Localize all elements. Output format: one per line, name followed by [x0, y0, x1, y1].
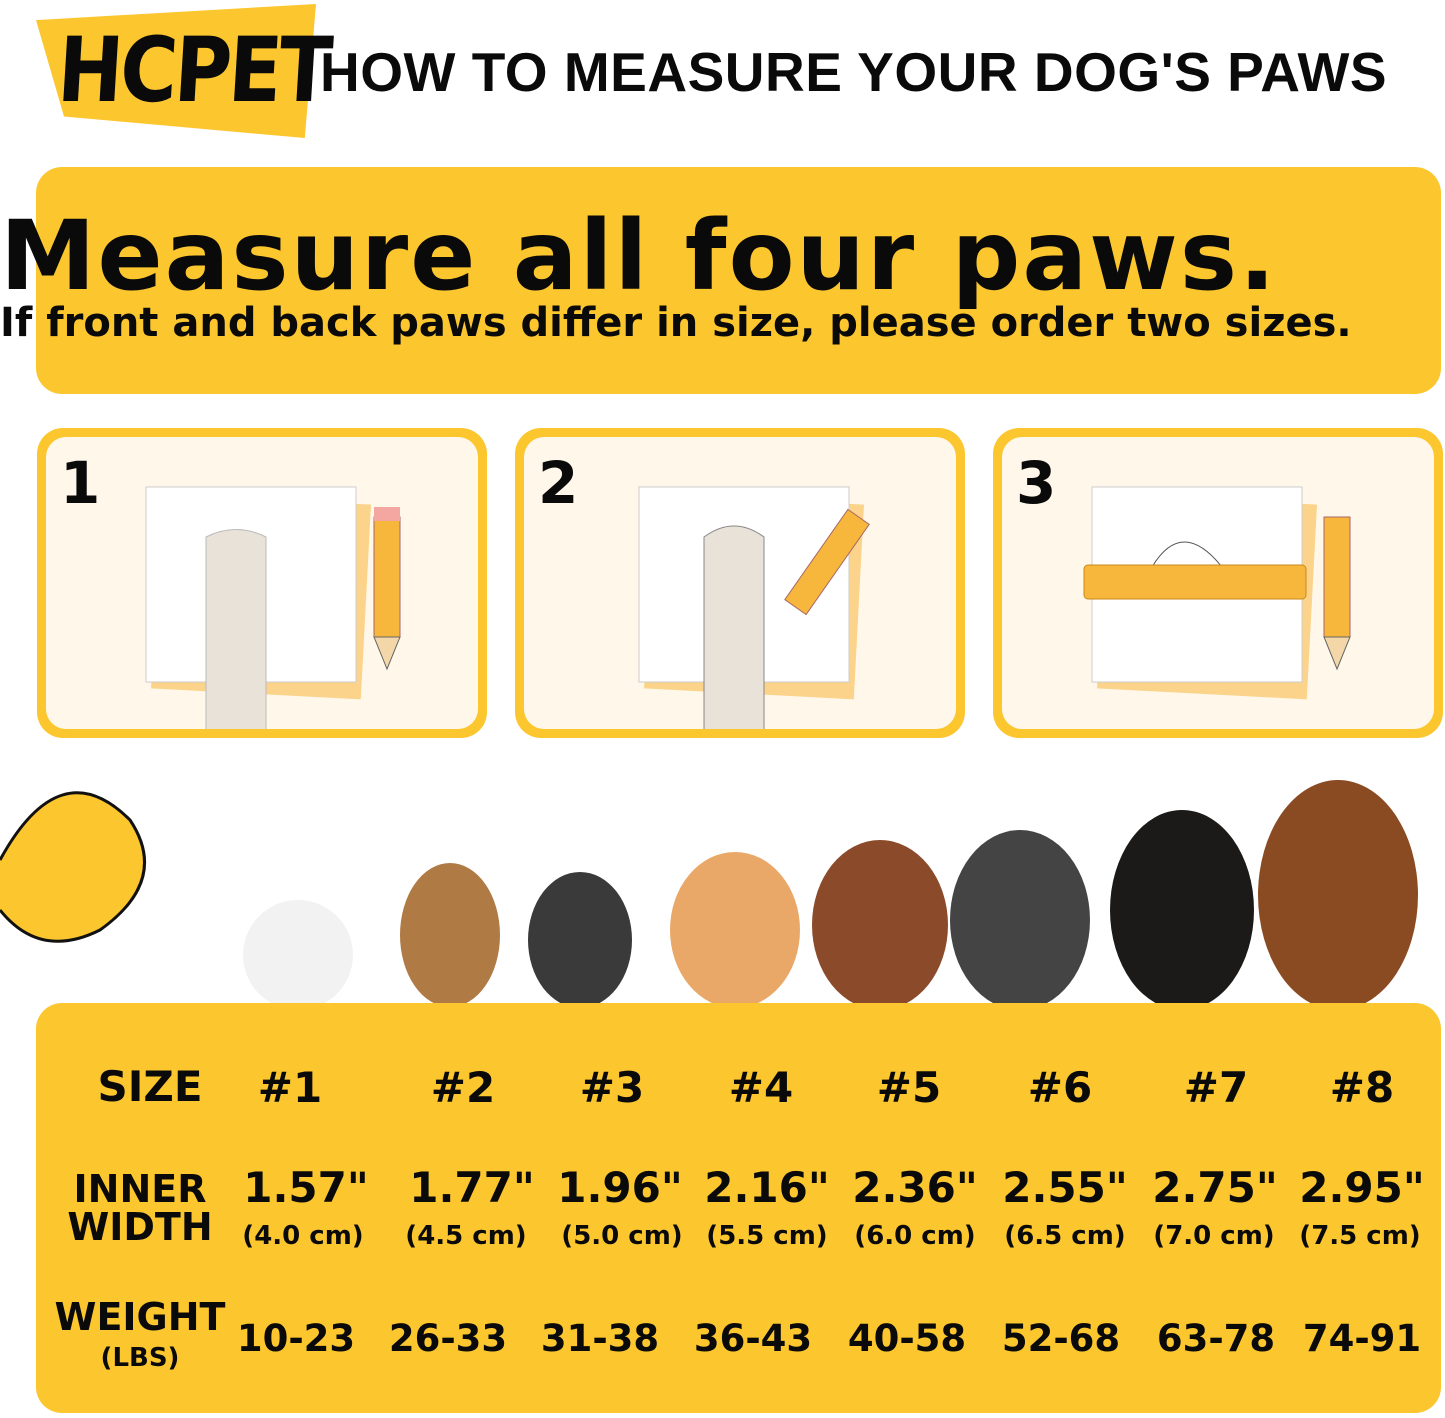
width-inch-cell: 1.77": [409, 1163, 535, 1212]
size-cell: #2: [430, 1063, 496, 1112]
banner-title: Measure all four paws.: [0, 200, 1278, 312]
step-number: 1: [60, 449, 101, 517]
weight-unit: (LBS): [100, 1343, 180, 1373]
dog-australian-shepherd: [812, 840, 948, 1005]
size-cell: #3: [579, 1063, 645, 1112]
width-inch-cell: 2.95": [1299, 1163, 1425, 1212]
width-cm-cell: (7.5 cm): [1299, 1221, 1421, 1251]
weight-cell: 63-78: [1156, 1317, 1276, 1360]
measure-with-ruler-icon: [1083, 486, 1351, 700]
width-cm-cell: (5.5 cm): [706, 1221, 828, 1251]
dog-saint-bernard: [1258, 780, 1418, 1005]
dog-husky: [950, 830, 1090, 1005]
weight-cell: 26-33: [388, 1317, 508, 1360]
dog-breeds-illustration: [0, 780, 1418, 1005]
brand-logo: HCPET: [36, 4, 332, 138]
width-cm-cell: (7.0 cm): [1153, 1221, 1275, 1251]
inner-width-label-line2: WIDTH: [67, 1205, 213, 1249]
size-cell: #7: [1183, 1063, 1249, 1112]
width-inch-cell: 1.96": [557, 1163, 683, 1212]
weight-cell: 31-38: [540, 1317, 660, 1360]
size-row-label: SIZE: [97, 1062, 203, 1111]
instruction-banner: [36, 167, 1441, 394]
page-title: HOW TO MEASURE YOUR DOG'S PAWS: [320, 41, 1388, 103]
logo-background: [36, 4, 316, 138]
dog-shiba-inu: [670, 852, 800, 1005]
size-cell: #8: [1329, 1063, 1395, 1112]
weight-cell: 74-91: [1302, 1317, 1422, 1360]
dog-schnauzer: [528, 872, 632, 1005]
step-number: 3: [1016, 449, 1057, 517]
inner-width-label-line1: INNER: [73, 1167, 207, 1211]
weight-cell: 40-58: [847, 1317, 967, 1360]
width-inch-cell: 2.75": [1152, 1163, 1278, 1212]
dog-yorkshire-terrier: [400, 863, 500, 1005]
trace-paw-with-pencil-icon: [638, 486, 870, 729]
step-number: 2: [538, 449, 579, 517]
width-cm-cell: (4.0 cm): [242, 1221, 364, 1251]
size-chart: SIZE INNER WIDTH WEIGHT (LBS) #1 #2 #3 #…: [36, 1003, 1441, 1413]
width-cm-cell: (5.0 cm): [561, 1221, 683, 1251]
width-inch-cell: 2.36": [852, 1163, 978, 1212]
size-cell: #5: [876, 1063, 942, 1112]
logo-text: HCPET: [54, 19, 333, 123]
decorative-swoosh-icon: [0, 791, 146, 943]
weight-cell: 52-68: [1001, 1317, 1121, 1360]
banner-subtitle: If front and back paws differ in size, p…: [0, 300, 1352, 346]
width-inch-cell: 2.16": [704, 1163, 830, 1212]
width-cm-cell: (6.0 cm): [854, 1221, 976, 1251]
weight-cell: 36-43: [693, 1317, 813, 1360]
step-3-panel: 3: [993, 428, 1443, 738]
step-2-panel: 2: [515, 428, 965, 738]
weight-label: WEIGHT: [54, 1295, 226, 1339]
size-cell: #4: [728, 1063, 794, 1112]
weight-cell: 10-23: [236, 1317, 356, 1360]
size-cell: #6: [1027, 1063, 1093, 1112]
width-inch-cell: 1.57": [243, 1163, 369, 1212]
dog-bichon: [243, 900, 353, 1005]
width-cm-cell: (4.5 cm): [405, 1221, 527, 1251]
size-cell: #1: [257, 1063, 323, 1112]
dog-rottweiler: [1110, 810, 1254, 1005]
width-cm-cell: (6.5 cm): [1004, 1221, 1126, 1251]
step-1-panel: 1: [37, 428, 487, 738]
paw-on-paper-icon: [145, 486, 401, 729]
width-inch-cell: 2.55": [1002, 1163, 1128, 1212]
